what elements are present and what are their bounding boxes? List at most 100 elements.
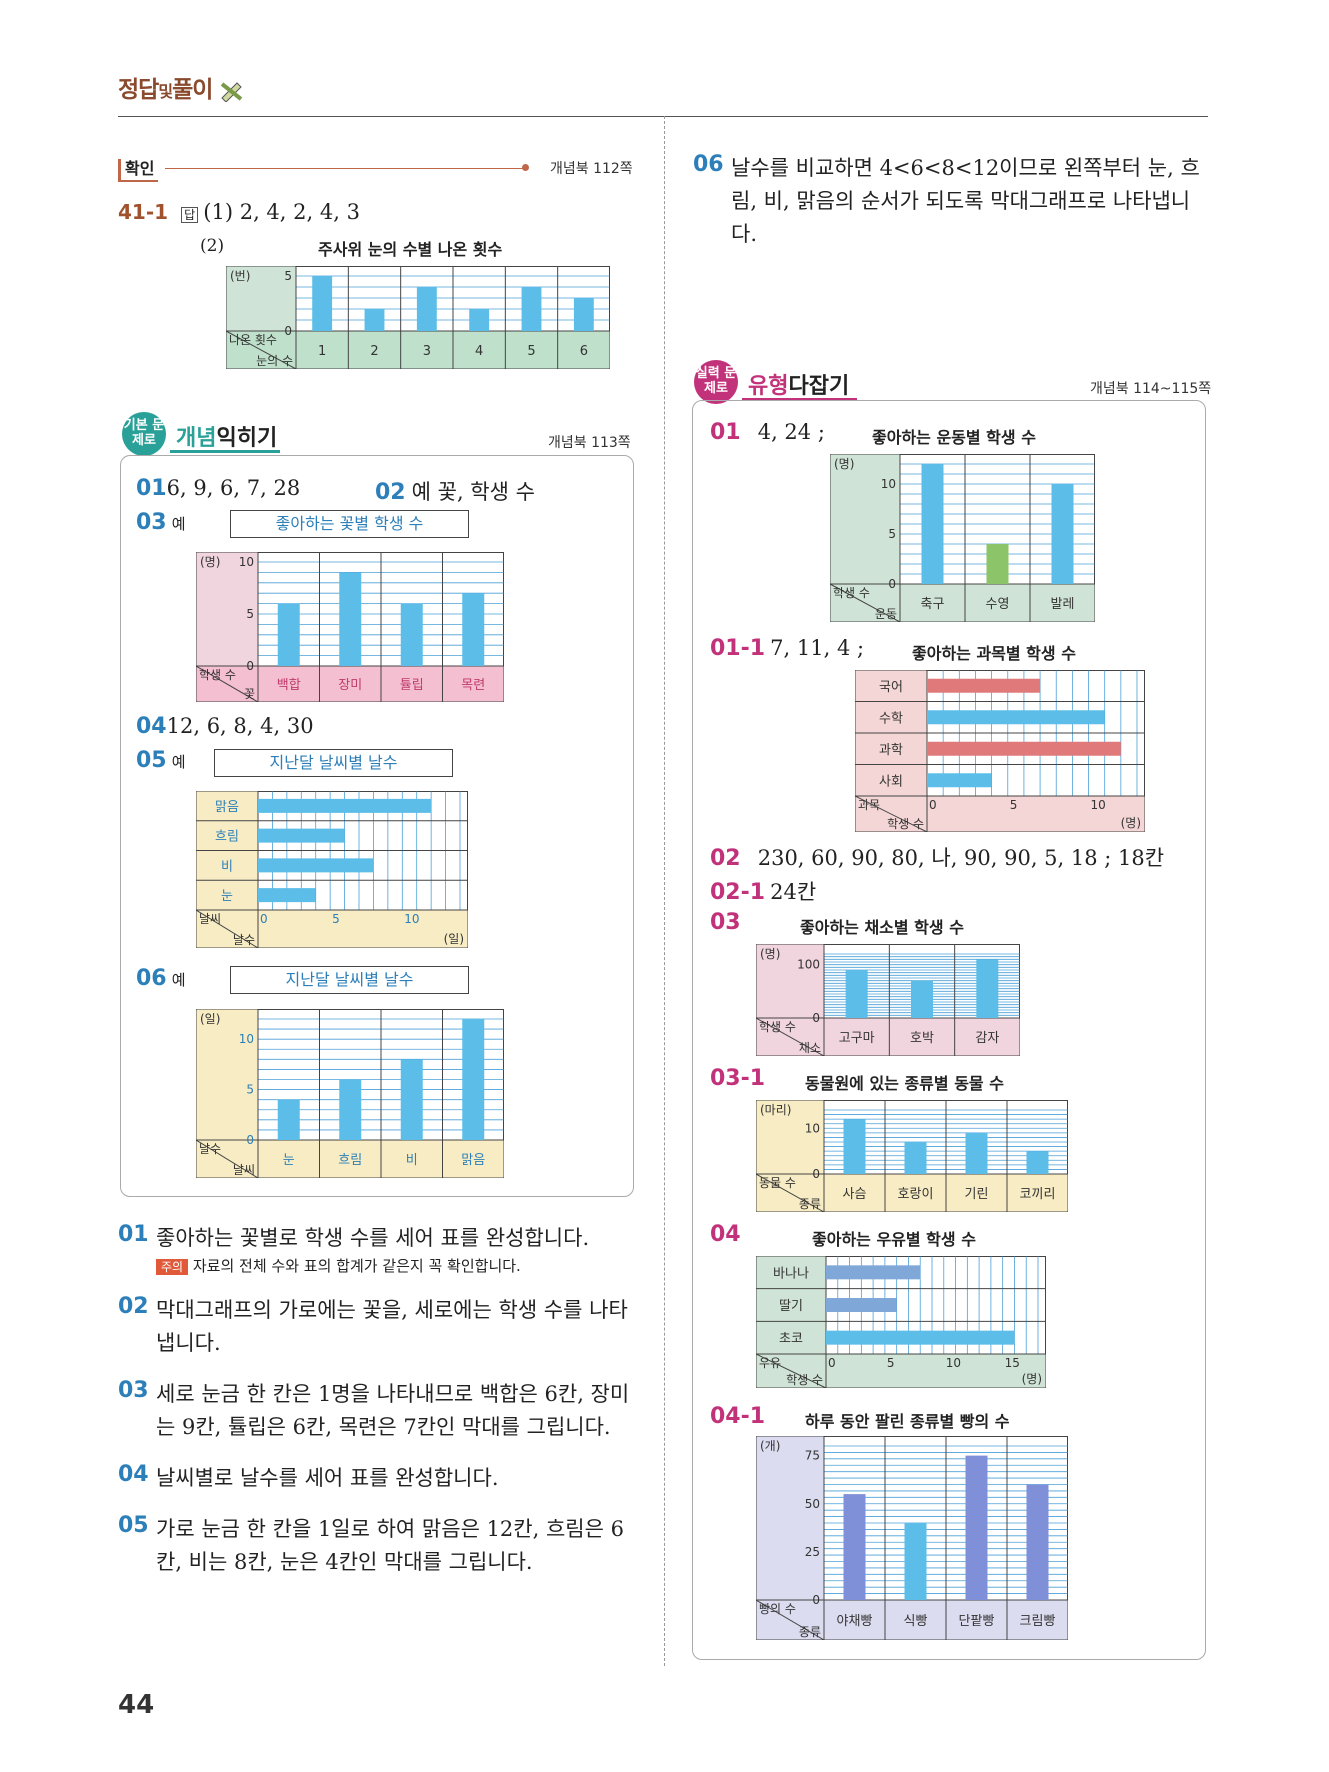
- axis-side-bg: [756, 1100, 825, 1175]
- advanced-section-title: 유형다잡기: [748, 368, 849, 400]
- bar-감자: [976, 959, 999, 1018]
- header-title-main: 정답: [118, 77, 159, 103]
- tick-label: 15: [1005, 1356, 1020, 1370]
- weather-h-chart-title: 지난달 날씨별 날수: [214, 749, 453, 777]
- category-label: 눈: [221, 889, 233, 904]
- bar-흐림: [339, 1079, 362, 1140]
- q05-row: 05 예: [136, 748, 186, 773]
- category-label: 바나나: [773, 1266, 809, 1281]
- unit-label: (일): [444, 932, 464, 946]
- basic-title-underline: [170, 450, 280, 453]
- a03-1-row: 03-1: [710, 1066, 766, 1091]
- dice-chart-title: 주사위 눈의 수별 나온 횟수: [318, 240, 503, 259]
- column-divider: [664, 116, 666, 1666]
- zoo-chart-title: 동물원에 있는 종류별 동물 수: [805, 1074, 1004, 1093]
- q41-1-answer: (1) 2, 4, 2, 4, 3: [203, 200, 360, 224]
- bar-2: [364, 309, 385, 331]
- axis-foot-bg: [196, 910, 468, 948]
- category-label: 축구: [921, 597, 945, 612]
- category-label: 목련: [461, 678, 485, 693]
- basic-title-b: 익히기: [216, 426, 278, 451]
- corner-diagonal: [756, 1173, 825, 1212]
- bar-3: [416, 287, 437, 331]
- corner-diagonal: [756, 1353, 827, 1388]
- bar-비: [258, 858, 374, 873]
- tick-label: 5: [1010, 798, 1018, 812]
- unit-label: (명): [200, 555, 220, 569]
- category-label: 호박: [910, 1031, 934, 1046]
- axis-foot-bg: [756, 1018, 1020, 1056]
- corner-diagonal: [196, 665, 259, 702]
- bar-5: [521, 287, 542, 331]
- category-label: 눈: [283, 1153, 295, 1168]
- category-label: 튤립: [400, 678, 424, 693]
- explanation-01: 01 좋아하는 꽃별로 학생 수를 세어 표를 완성합니다.: [118, 1222, 590, 1250]
- q41-1-row: 41-1 답 (1) 2, 4, 2, 4, 3: [118, 200, 360, 224]
- advanced-badge: 실력 문제로: [694, 360, 738, 404]
- tick-label: 5: [246, 607, 254, 621]
- sport-chart: 축구 수영 발레 0 5 10 (명) 학생 수운동: [830, 454, 1095, 622]
- milk-chart-title: 좋아하는 우유별 학생 수: [812, 1230, 976, 1249]
- page-number: 44: [118, 1690, 155, 1720]
- basic-badge: 기본 문제로: [122, 412, 166, 456]
- category-label: 단팥빵: [959, 1614, 995, 1629]
- category-label: 크림빵: [1020, 1614, 1056, 1629]
- category-label: 사슴: [843, 1187, 867, 1202]
- x-axis-label: 날씨: [233, 1163, 255, 1177]
- q04-row: 0412, 6, 8, 4, 30: [136, 714, 314, 739]
- category-label: 5: [527, 344, 535, 359]
- tick-label: 25: [805, 1545, 820, 1559]
- bar-호랑이: [904, 1142, 927, 1174]
- axis-side-bg: [196, 552, 259, 667]
- tick-label: 10: [1091, 798, 1106, 812]
- basic-section-title: 개념익히기: [176, 420, 277, 452]
- tick-label: 5: [887, 1356, 895, 1370]
- category-label: 야채빵: [837, 1614, 873, 1629]
- category-label: 초코: [779, 1332, 803, 1347]
- unit-label: (명): [1121, 816, 1141, 830]
- category-label: 수영: [986, 597, 1010, 612]
- q41-1-number: 41-1: [118, 200, 169, 224]
- tick-label: 0: [812, 1593, 820, 1607]
- right-q06-row: 06 날수를 비교하면 4<6<8<12이므로 왼쪽부터 눈, 흐림, 비, 맑…: [693, 152, 1200, 246]
- bread-chart: 야채빵 식빵 단팥빵 크림빵 0 25 50 75 (개) 빵의 수종류: [756, 1436, 1068, 1640]
- category-label: 맑음: [461, 1153, 485, 1168]
- tick-label: 10: [239, 555, 254, 569]
- category-label: 백합: [277, 678, 301, 693]
- bar-축구: [921, 464, 944, 584]
- unit-label: (개): [760, 1439, 780, 1453]
- tick-label: 75: [805, 1449, 820, 1463]
- explanation-04: 04 날씨별로 날수를 세어 표를 완성합니다.: [118, 1462, 499, 1490]
- advanced-title-b: 다잡기: [788, 374, 850, 399]
- category-label: 기린: [965, 1187, 989, 1202]
- y-axis-label: 과목: [858, 798, 880, 812]
- y-axis-label: 학생 수: [759, 1020, 796, 1034]
- advanced-ref: 개념북 114~115쪽: [1090, 381, 1212, 397]
- axis-side-bg: [756, 944, 825, 1019]
- x-axis-label: 눈의 수: [256, 354, 293, 368]
- vegetable-chart: 고구마 호박 감자 0 100 (명) 학생 수채소: [756, 944, 1020, 1056]
- category-label: 국어: [879, 680, 903, 695]
- bar-단팥빵: [965, 1455, 988, 1600]
- bar-눈: [258, 888, 316, 903]
- y-axis-label: 날씨: [199, 912, 221, 926]
- category-label: 흐림: [215, 830, 239, 845]
- x-axis-label: 학생 수: [786, 1373, 823, 1387]
- x-axis-label: 종류: [799, 1197, 821, 1211]
- category-label: 딸기: [779, 1299, 803, 1314]
- category-label: 1: [318, 344, 326, 359]
- axis-side-bg: [830, 454, 901, 585]
- axis-side-bg: [226, 266, 297, 332]
- axis-foot-bg: [756, 1600, 1068, 1640]
- bar-맑음: [462, 1019, 485, 1140]
- bar-초코: [826, 1330, 1015, 1345]
- confirm-rule: [165, 168, 525, 169]
- q41-1-sub2: (2): [200, 236, 225, 256]
- tick-label: 0: [246, 659, 254, 673]
- tick-label: 10: [404, 912, 419, 926]
- tick-label: 0: [246, 1133, 254, 1147]
- a04-1-row: 04-1: [710, 1404, 766, 1429]
